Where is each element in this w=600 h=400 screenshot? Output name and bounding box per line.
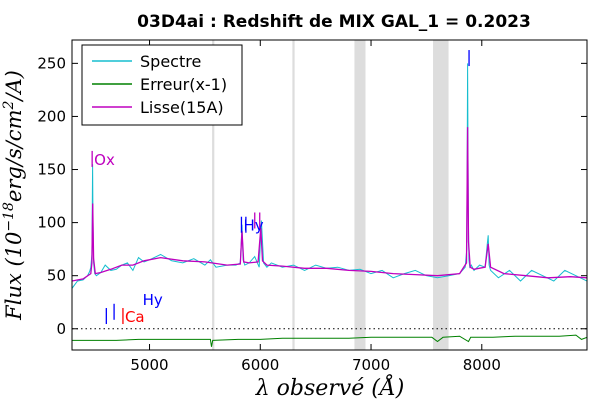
- y-tick-label-200: 200: [37, 107, 66, 125]
- x-tick-label-8000: 8000: [463, 356, 501, 374]
- y-tick-label-150: 150: [37, 161, 66, 179]
- series-line-lisse-15a-: [72, 127, 587, 282]
- line-marker-label-6: Hy: [143, 291, 163, 309]
- legend-label-0: Spectre: [140, 52, 201, 71]
- y-axis-label-prefix: Flux (10: [2, 232, 26, 321]
- x-axis-label: λ observé (Å): [255, 373, 405, 400]
- legend-box: [81, 44, 243, 126]
- y-axis-label-exponent-2: 2: [1, 101, 17, 111]
- legend-label-1: Erreur(x-1): [140, 75, 227, 94]
- shaded-band-1: [292, 40, 295, 350]
- series-group: [72, 63, 587, 347]
- line-marker-label-1: Hy: [243, 217, 263, 235]
- y-tick-label-0: 0: [56, 320, 66, 338]
- plot-frame: [71, 39, 588, 351]
- y-axis-label-mid: erg/s/cm: [2, 110, 26, 203]
- y-axis-label: Flux (10−18erg/s/cm2/A): [1, 70, 26, 321]
- x-tick-label-7000: 7000: [352, 356, 390, 374]
- y-axis-label-exponent: −18: [1, 202, 17, 232]
- y-tick-label-250: 250: [37, 54, 66, 72]
- y-axis-label-suffix: /A): [2, 70, 26, 102]
- shaded-band-2: [354, 40, 366, 350]
- line-marker-label-0: Ox: [94, 151, 115, 169]
- shaded-band-3: [433, 40, 449, 350]
- line-marker-label-9: Ca: [125, 308, 145, 326]
- shaded-band-0: [212, 40, 215, 350]
- x-tick-label-6000: 6000: [241, 356, 279, 374]
- y-tick-label-100: 100: [37, 214, 66, 232]
- series-line-erreur-x-1-: [72, 334, 587, 347]
- x-tick-label-5000: 5000: [130, 356, 168, 374]
- legend-label-2: Lisse(15A): [140, 98, 224, 117]
- chart-title: 03D4ai : Redshift de MIX GAL_1 = 0.2023: [137, 12, 531, 32]
- y-tick-label-50: 50: [47, 267, 66, 285]
